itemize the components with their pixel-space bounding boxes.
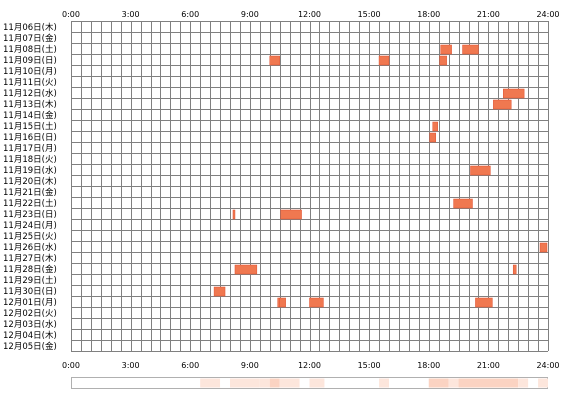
activity-bar <box>232 209 236 220</box>
x-tick-label-top: 0:00 <box>62 10 80 19</box>
activity-bar <box>429 132 436 143</box>
activity-bar <box>470 165 491 176</box>
row-label: 11月17日(月) <box>3 144 57 154</box>
row-label: 11月11日(火) <box>3 78 57 88</box>
x-tick-label-bottom: 9:00 <box>241 361 259 370</box>
row-label: 11月10日(月) <box>3 67 57 77</box>
activity-bar <box>277 297 280 308</box>
row-label: 11月13日(木) <box>3 99 57 110</box>
row-label: 11月16日(日) <box>3 133 57 143</box>
row-label: 11月06日(木) <box>3 22 57 33</box>
row-label: 12月04日(木) <box>3 330 57 341</box>
summary-strip-cell <box>448 378 459 388</box>
x-tick-label-top: 21:00 <box>477 10 500 19</box>
x-tick-label-bottom: 21:00 <box>477 361 500 370</box>
activity-bar <box>213 286 226 297</box>
activity-bar <box>539 242 548 253</box>
x-tick-label-top: 18:00 <box>417 10 440 19</box>
activity-bar <box>279 297 286 308</box>
row-label: 11月14日(金) <box>3 110 57 121</box>
bottom-axis: 0:00 3:00 6:00 9:00 12:00 15:00 18:00 21:00 24:0… <box>62 361 560 370</box>
activity-bar <box>440 44 452 55</box>
summary-strip-cell <box>458 378 519 388</box>
summary-strip-cell <box>279 378 300 388</box>
row-label: 11月18日(火) <box>3 155 57 165</box>
row-label: 11月08日(土) <box>3 44 57 55</box>
row-label: 12月03日(水) <box>3 319 57 330</box>
x-tick-label-bottom: 3:00 <box>122 361 140 370</box>
activity-bar <box>432 121 438 132</box>
row-label: 11月07日(金) <box>3 33 57 44</box>
summary-strip-cell <box>518 378 529 388</box>
summary-strip-cell <box>259 378 270 388</box>
row-label: 11月09日(日) <box>3 56 57 66</box>
activity-bar <box>475 297 493 308</box>
row-label: 11月12日(水) <box>3 88 57 99</box>
activity-bars <box>213 44 548 308</box>
summary-strip-cell <box>379 378 389 388</box>
x-tick-label-top: 24:00 <box>536 10 559 19</box>
x-tick-label-bottom: 6:00 <box>181 361 199 370</box>
activity-bar <box>439 55 447 66</box>
row-label: 11月24日(月) <box>3 221 57 231</box>
x-tick-label-bottom: 0:00 <box>62 361 80 370</box>
row-label: 11月22日(土) <box>3 198 57 209</box>
activity-bar <box>462 44 479 55</box>
row-label: 11月19日(水) <box>3 165 57 176</box>
row-label: 11月23日(日) <box>3 210 57 220</box>
top-axis: 0:00 3:00 6:00 9:00 12:00 15:00 18:00 21:00 24:0… <box>62 10 560 19</box>
x-tick-label-bottom: 15:00 <box>358 361 381 370</box>
x-tick-label-top: 9:00 <box>241 10 259 19</box>
row-label: 11月15日(土) <box>3 121 57 132</box>
activity-bar <box>453 198 473 209</box>
summary-strip-cell <box>269 378 280 388</box>
summary-strip-cell <box>538 378 548 388</box>
summary-strip-cell <box>428 378 449 388</box>
activity-bar <box>234 264 258 275</box>
row-label: 12月02日(火) <box>3 309 57 319</box>
row-label: 11月26日(水) <box>3 242 57 253</box>
x-tick-label-top: 6:00 <box>181 10 199 19</box>
row-label: 12月05日(金) <box>3 341 57 352</box>
row-labels: 11月06日(木)11月07日(金)11月08日(土)11月09日(日)11月1… <box>3 22 57 352</box>
grid <box>71 21 549 352</box>
row-label: 11月20日(木) <box>3 176 57 187</box>
summary-strip-cell <box>200 378 221 388</box>
x-tick-label-top: 3:00 <box>122 10 140 19</box>
summary-strip-cell <box>309 378 325 388</box>
x-tick-label-bottom: 18:00 <box>417 361 440 370</box>
summary-strip <box>71 377 548 389</box>
row-label: 11月27日(木) <box>3 253 57 264</box>
activity-bar <box>378 55 390 66</box>
row-label: 11月30日(日) <box>3 287 57 297</box>
row-label: 11月28日(金) <box>3 264 57 275</box>
activity-bar <box>493 99 512 110</box>
summary-strip-cell <box>230 378 260 388</box>
x-tick-label-top: 15:00 <box>358 10 381 19</box>
activity-bar <box>269 55 280 66</box>
row-label: 12月01日(月) <box>3 298 57 308</box>
row-label: 11月29日(土) <box>3 275 57 286</box>
x-tick-label-top: 12:00 <box>298 10 321 19</box>
activity-bar <box>512 264 517 275</box>
activity-bar <box>280 209 302 220</box>
x-tick-label-bottom: 12:00 <box>298 361 321 370</box>
activity-bar <box>503 88 525 99</box>
row-label: 11月21日(金) <box>3 187 57 198</box>
activity-bar <box>309 297 324 308</box>
row-label: 11月25日(火) <box>3 232 57 242</box>
x-tick-label-bottom: 24:00 <box>536 361 559 370</box>
